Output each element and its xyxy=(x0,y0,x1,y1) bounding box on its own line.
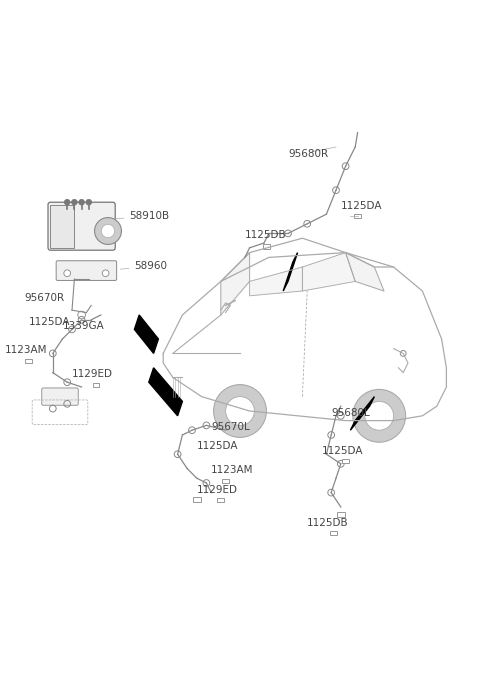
Text: 1125DA: 1125DA xyxy=(197,441,238,452)
Bar xyxy=(337,512,345,517)
Bar xyxy=(222,479,229,483)
FancyBboxPatch shape xyxy=(48,202,115,250)
Circle shape xyxy=(78,311,85,319)
Text: 1125DA: 1125DA xyxy=(29,317,70,327)
Bar xyxy=(25,359,32,363)
Circle shape xyxy=(72,199,77,205)
Polygon shape xyxy=(350,397,374,431)
Text: 95680R: 95680R xyxy=(288,148,328,159)
Text: 95670R: 95670R xyxy=(24,293,64,302)
Text: 1123AM: 1123AM xyxy=(211,465,254,475)
Text: 1129ED: 1129ED xyxy=(197,485,238,494)
Text: 1125DB: 1125DB xyxy=(307,518,349,528)
Polygon shape xyxy=(134,315,158,353)
Bar xyxy=(193,498,201,502)
Polygon shape xyxy=(250,267,302,296)
Circle shape xyxy=(79,199,84,205)
Circle shape xyxy=(365,401,394,431)
Bar xyxy=(263,244,270,249)
Circle shape xyxy=(64,199,70,205)
Polygon shape xyxy=(149,367,182,416)
Text: 1129ED: 1129ED xyxy=(72,370,113,380)
Bar xyxy=(50,205,74,247)
Text: 1125DB: 1125DB xyxy=(245,231,287,240)
Polygon shape xyxy=(283,253,298,291)
Text: 95680L: 95680L xyxy=(331,407,370,418)
Circle shape xyxy=(64,270,71,277)
FancyBboxPatch shape xyxy=(42,388,78,405)
Circle shape xyxy=(226,397,254,425)
FancyBboxPatch shape xyxy=(56,261,117,281)
Text: 1125DA: 1125DA xyxy=(341,201,382,212)
Bar xyxy=(330,532,337,536)
Circle shape xyxy=(214,384,266,437)
Polygon shape xyxy=(346,253,384,291)
Bar xyxy=(217,498,224,502)
Circle shape xyxy=(101,224,115,238)
Circle shape xyxy=(102,270,109,277)
Text: 1339GA: 1339GA xyxy=(63,321,105,332)
Circle shape xyxy=(86,199,92,205)
Bar xyxy=(93,382,99,386)
Text: 58910B: 58910B xyxy=(116,211,170,221)
Polygon shape xyxy=(302,253,355,291)
Bar xyxy=(354,214,361,218)
Polygon shape xyxy=(221,253,250,315)
Bar xyxy=(342,460,349,464)
Circle shape xyxy=(95,218,121,245)
Text: 95670L: 95670L xyxy=(211,422,250,432)
Text: 1123AM: 1123AM xyxy=(5,345,48,355)
Circle shape xyxy=(353,389,406,442)
Text: 1125DA: 1125DA xyxy=(322,446,363,456)
Text: 58960: 58960 xyxy=(120,262,168,271)
